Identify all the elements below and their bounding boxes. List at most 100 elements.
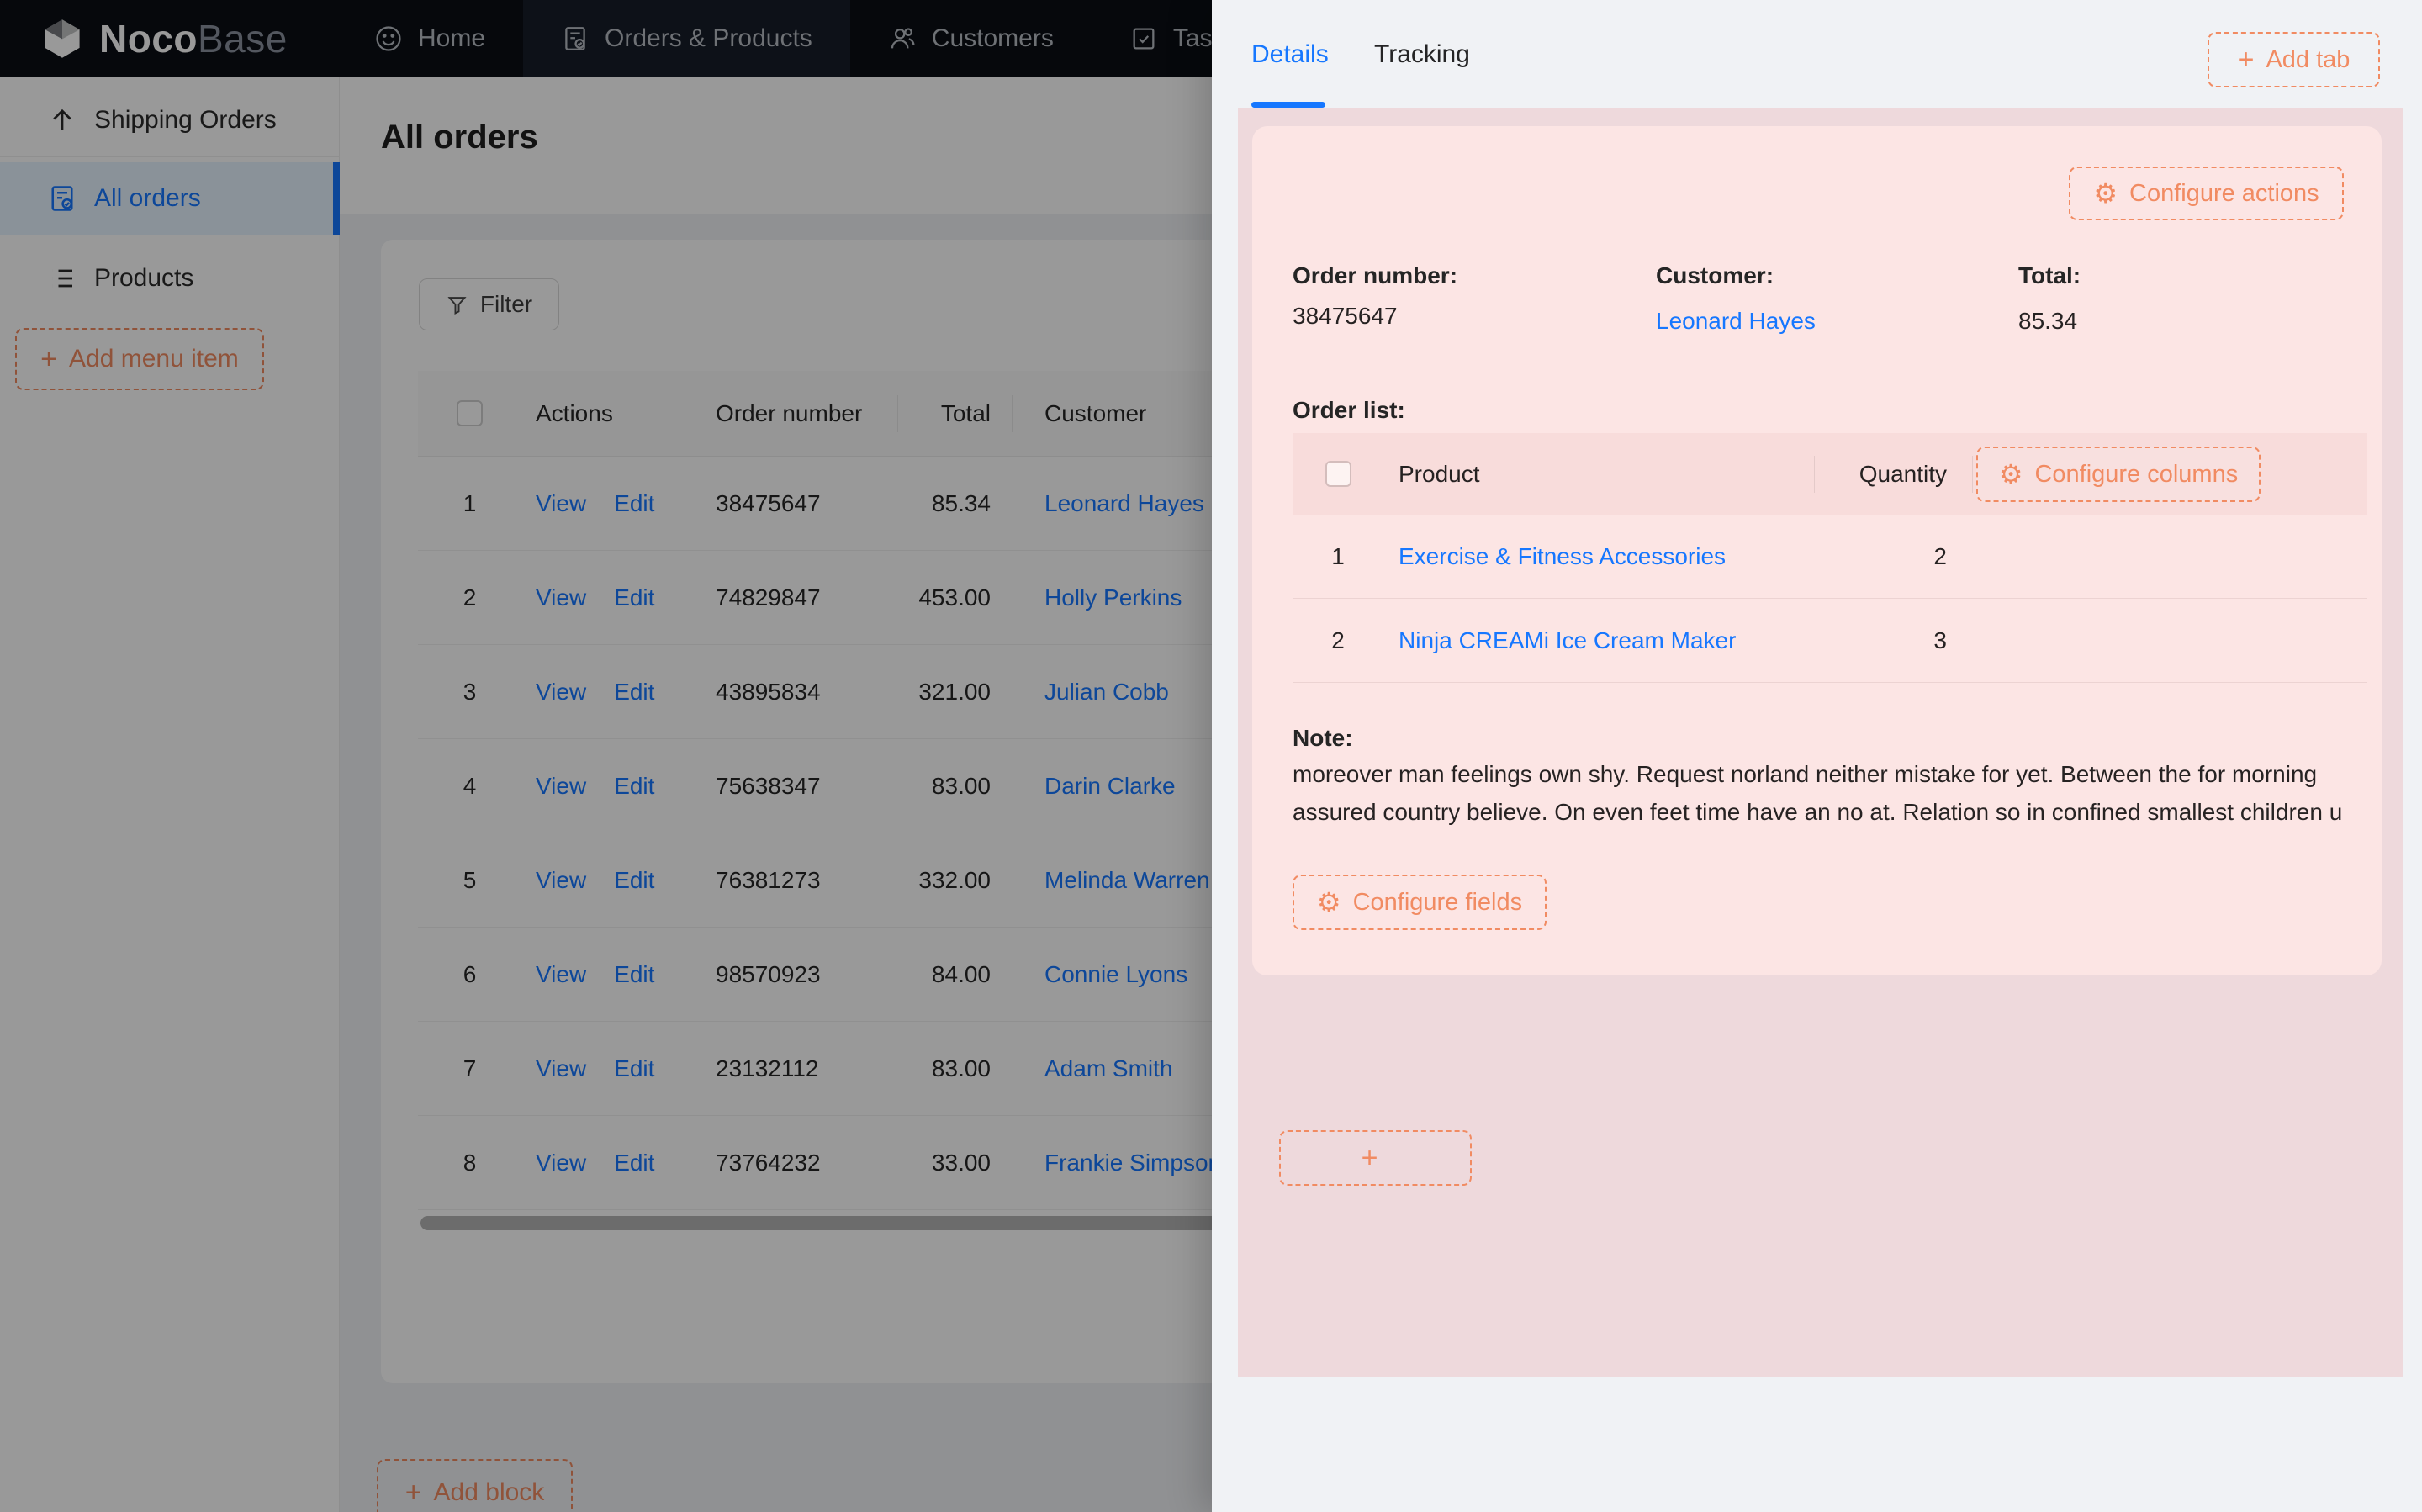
sidebar: Shipping Orders All orders Products + Ad… [0,77,340,1512]
view-link[interactable]: View [536,1149,587,1176]
note-label: Note: [1293,725,1353,751]
customer-link[interactable]: Julian Cobb [1044,678,1169,705]
tab-tracking[interactable]: Tracking [1374,40,1470,68]
view-link[interactable]: View [536,1055,587,1081]
row-actions: View Edit [521,645,685,738]
customer-link[interactable]: Melinda Warren [1044,866,1210,893]
customers-icon [891,28,915,49]
row-actions: View Edit [521,833,685,927]
edit-link[interactable]: Edit [614,960,655,987]
edit-link[interactable]: Edit [614,1149,655,1176]
tasks-check-square-icon [1133,28,1155,50]
drawer-add-block-button[interactable]: + [1279,1130,1472,1186]
column-header-customer: Customer [1044,399,1147,426]
table-row: 4 View Edit 75638347 83.00 Darin Clarke [418,739,1397,833]
add-menu-item-button[interactable]: + Add menu item [15,328,264,390]
view-link[interactable]: View [536,772,587,799]
table-row: 3 View Edit 43895834 321.00 Julian Cobb [418,645,1397,739]
order-number-cell: 43895834 [716,678,821,705]
note-text: moreover man feelings own shy. Request n… [1293,761,2343,825]
order-number-cell: 73764232 [716,1149,821,1176]
customer-link[interactable]: Leonard Hayes [1656,308,1816,334]
page-title: All orders [381,119,538,156]
customer-link[interactable]: Leonard Hayes [1044,489,1204,516]
total-cell: 453.00 [918,584,991,611]
edit-link[interactable]: Edit [614,678,655,705]
edit-link[interactable]: Edit [614,866,655,893]
view-link[interactable]: View [536,960,587,987]
total-cell: 33.00 [931,1149,991,1176]
nocobase-logo-icon [45,19,80,58]
order-list-header: Product Quantity ⚙ Configure columns [1293,433,2367,515]
customer-cell: Darin Clarke [1012,739,1397,833]
column-separator [1972,456,1973,493]
tab-details[interactable]: Details [1251,40,1329,68]
field-order-number: Order number: 38475647 [1293,262,1457,330]
order-number-cell: 98570923 [716,960,821,987]
edit-link[interactable]: Edit [614,489,655,516]
total-cell: 332.00 [918,866,991,893]
table-row: 6 View Edit 98570923 84.00 Connie Lyons [418,928,1397,1022]
customer-link[interactable]: Connie Lyons [1044,960,1188,987]
customer-cell: Julian Cobb [1012,645,1397,738]
customer-cell: Holly Perkins [1012,551,1397,644]
nav-item-home[interactable]: Home [336,0,523,77]
select-all-checkbox[interactable] [457,400,483,426]
sidebar-divider [0,156,340,157]
nav-item-orders-products[interactable]: Orders & Products [523,0,850,77]
main-add-block-button[interactable]: + Add block [377,1459,573,1512]
configure-fields-button[interactable]: ⚙ Configure fields [1293,875,1547,930]
configure-columns-label: Configure columns [2034,460,2239,488]
row-index: 8 [463,1149,477,1176]
configure-actions-button[interactable]: ⚙ Configure actions [2069,167,2344,220]
sidebar-group-shipping-orders[interactable]: Shipping Orders [0,85,340,155]
customer-link[interactable]: Adam Smith [1044,1055,1173,1081]
nav-item-customers[interactable]: Customers [850,0,1092,77]
sidebar-item-label: All orders [94,184,201,212]
add-tab-label: Add tab [2266,45,2351,73]
order-details-drawer: Details Tracking + Add tab ⚙ Configure a… [1212,0,2422,1512]
row-index: 1 [463,489,477,516]
product-link[interactable]: Exercise & Fitness Accessories [1399,542,1727,569]
customer-link[interactable]: Frankie Simpson [1044,1149,1222,1176]
customer-link[interactable]: Holly Perkins [1044,584,1182,611]
column-header-product: Product [1399,460,1480,487]
add-tab-button[interactable]: + Add tab [2208,32,2380,87]
order-number-cell: 76381273 [716,866,821,893]
customer-cell: Melinda Warren [1012,833,1397,927]
view-link[interactable]: View [536,678,587,705]
sidebar-item-all-orders[interactable]: All orders [0,162,340,235]
row-index: 4 [463,772,477,799]
product-link[interactable]: Ninja CREAMi Ice Cream Maker [1399,626,1737,653]
select-all-checkbox[interactable] [1325,461,1351,487]
row-index: 6 [463,960,477,987]
row-actions: View Edit [521,1116,685,1209]
active-tab-underline [1251,102,1325,108]
field-label: Total: [2018,262,2081,288]
sidebar-active-indicator [333,162,340,235]
quantity-cell: 2 [1933,542,1947,569]
row-index: 1 [1331,542,1345,569]
filter-button[interactable]: Filter [419,278,559,330]
view-link[interactable]: View [536,584,587,611]
edit-link[interactable]: Edit [614,772,655,799]
order-list-row: 1 Exercise & Fitness Accessories 2 [1293,515,2367,599]
total-cell: 321.00 [918,678,991,705]
product-cell: Ninja CREAMi Ice Cream Maker [1383,599,1814,682]
configure-columns-button[interactable]: ⚙ Configure columns [1976,447,2261,502]
arrow-up-icon [53,108,71,130]
edit-link[interactable]: Edit [614,584,655,611]
table-row: 1 View Edit 38475647 85.34 Leonard Hayes [418,457,1397,551]
drawer-tab-bar: Details Tracking + Add tab [1212,0,2422,108]
nocobase-logo[interactable]: Noco Base [0,0,336,77]
customer-link[interactable]: Darin Clarke [1044,772,1176,799]
row-actions: View Edit [521,551,685,644]
view-link[interactable]: View [536,866,587,893]
edit-link[interactable]: Edit [614,1055,655,1081]
horizontal-scrollbar[interactable] [420,1216,1398,1230]
configure-actions-label: Configure actions [2129,179,2319,207]
view-link[interactable]: View [536,489,587,516]
order-list-label: Order list: [1293,397,1405,423]
order-doc-check-icon [51,186,73,211]
sidebar-item-products[interactable]: Products [0,242,340,315]
